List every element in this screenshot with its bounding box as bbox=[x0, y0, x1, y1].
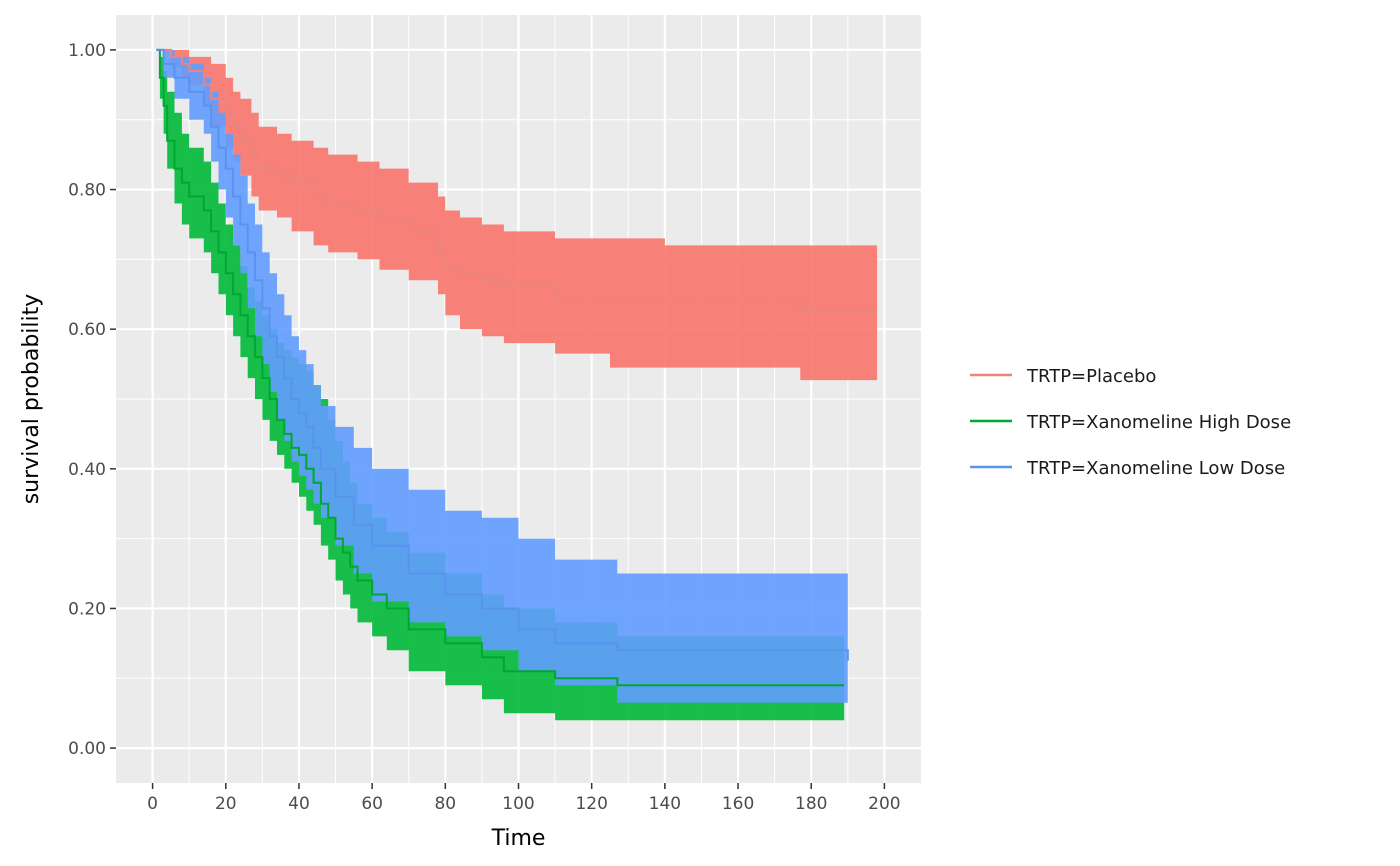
y-tick-label: 0.20 bbox=[68, 599, 106, 619]
x-tick-label: 140 bbox=[649, 794, 681, 814]
survival-curves bbox=[156, 48, 878, 687]
x-tick-label: 120 bbox=[575, 794, 607, 814]
y-tick-label: 1.00 bbox=[68, 41, 106, 61]
survival-curve-series-2 bbox=[156, 48, 845, 687]
y-tick-label: 0.60 bbox=[68, 320, 106, 340]
y-axis-title: survival probability bbox=[19, 294, 44, 505]
x-axis: 0 20 40 60 80 100 120 140 160 180 200 bbox=[147, 783, 901, 814]
x-tick-label: 180 bbox=[795, 794, 827, 814]
survival-curve-series-3 bbox=[156, 48, 849, 661]
survival-curve-series-1 bbox=[156, 48, 878, 312]
x-axis-title: Time bbox=[491, 826, 546, 851]
x-tick-label: 80 bbox=[434, 794, 456, 814]
legend-label-series-2: TRTP=Xanomeline High Dose bbox=[1026, 412, 1291, 433]
x-tick-label: 160 bbox=[722, 794, 754, 814]
y-axis: 0.00 0.20 0.40 0.60 0.80 1.00 bbox=[68, 41, 116, 759]
legend-label-series-3: TRTP=Xanomeline Low Dose bbox=[1026, 458, 1285, 479]
legend-label-series-1: TRTP=Placebo bbox=[1026, 366, 1156, 387]
y-tick-label: 0.00 bbox=[68, 739, 106, 759]
confidence-band-series-3 bbox=[156, 49, 848, 703]
x-tick-label: 200 bbox=[868, 794, 900, 814]
x-tick-label: 40 bbox=[288, 794, 310, 814]
confidence-band-series-2 bbox=[156, 49, 845, 721]
y-tick-label: 0.40 bbox=[68, 460, 106, 480]
x-tick-label: 0 bbox=[147, 794, 158, 814]
y-tick-label: 0.80 bbox=[68, 181, 106, 201]
legend: TRTP=Placebo TRTP=Xanomeline High Dose TRT… bbox=[970, 366, 1291, 479]
x-tick-label: 20 bbox=[215, 794, 237, 814]
x-tick-label: 100 bbox=[502, 794, 534, 814]
x-tick-label: 60 bbox=[361, 794, 383, 814]
